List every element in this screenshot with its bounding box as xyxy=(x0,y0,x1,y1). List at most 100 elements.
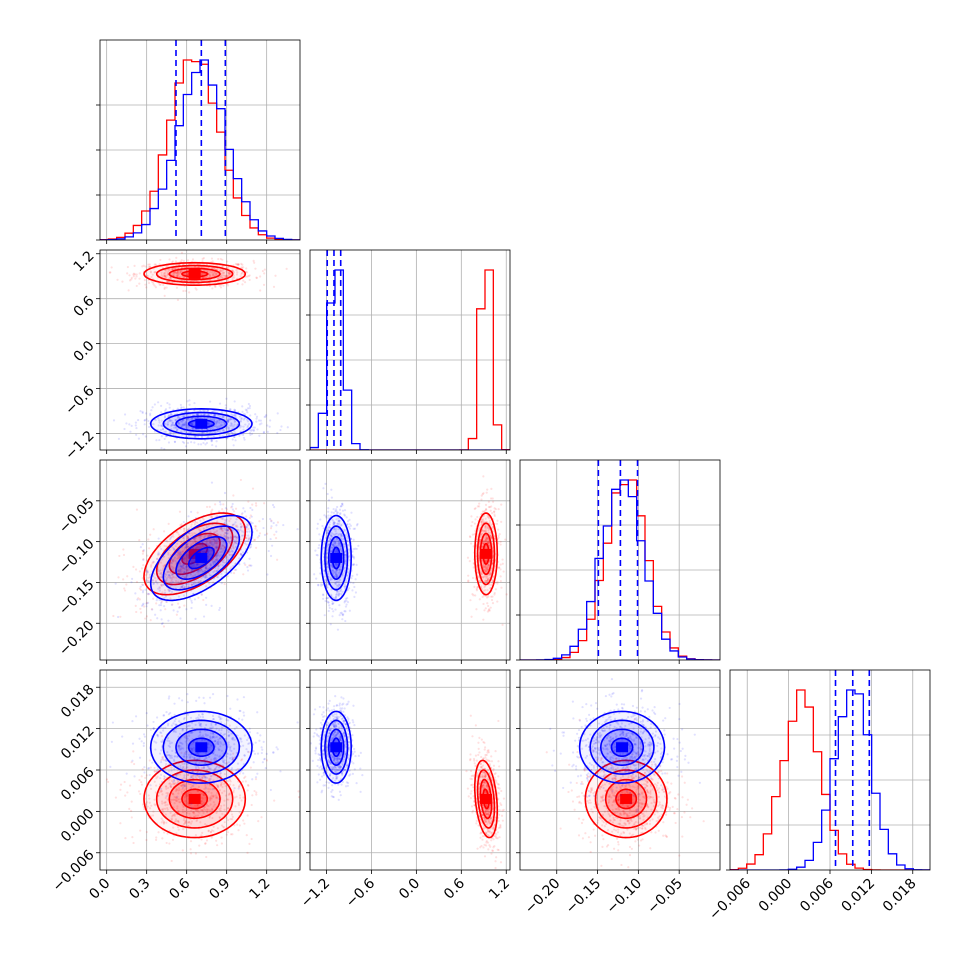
scatter-point xyxy=(249,564,252,567)
scatter-point xyxy=(159,424,162,427)
scatter-point xyxy=(351,589,354,592)
scatter-point xyxy=(242,412,246,416)
scatter-point xyxy=(225,555,228,558)
scatter-point xyxy=(251,794,254,797)
scatter-point xyxy=(140,783,144,786)
scatter-point xyxy=(226,420,229,424)
scatter-point xyxy=(149,412,152,415)
scatter-point xyxy=(177,602,180,605)
scatter-point xyxy=(177,595,181,598)
scatter-point xyxy=(146,569,149,572)
scatter-point xyxy=(199,533,202,536)
scatter-point xyxy=(246,275,249,278)
scatter-point xyxy=(182,550,185,553)
scatter-point xyxy=(223,546,226,549)
scatter-point xyxy=(218,269,221,272)
scatter-point xyxy=(168,419,172,423)
scatter-point xyxy=(221,529,224,532)
scatter-point xyxy=(207,532,211,536)
scatter-point xyxy=(147,601,150,604)
scatter-point xyxy=(247,500,250,503)
scatter-point xyxy=(220,527,223,530)
scatter-point xyxy=(182,423,185,426)
scatter-point xyxy=(237,263,240,266)
scatter-point xyxy=(478,598,481,601)
scatter-point xyxy=(252,428,256,432)
scatter-point xyxy=(228,541,232,545)
scatter-point xyxy=(249,543,253,546)
scatter-point xyxy=(236,542,239,545)
scatter-point xyxy=(216,426,219,429)
scatter-point xyxy=(332,610,335,613)
scatter-point xyxy=(145,774,148,777)
scatter-point xyxy=(183,539,186,542)
scatter-point xyxy=(123,780,126,784)
scatter-point xyxy=(223,519,226,522)
scatter-point xyxy=(122,548,125,551)
scatter-point xyxy=(177,273,180,276)
scatter-point xyxy=(180,570,183,573)
scatter-point xyxy=(218,264,221,267)
scatter-point xyxy=(231,523,234,527)
scatter-point xyxy=(186,272,189,275)
scatter-point xyxy=(171,559,174,562)
scatter-point xyxy=(223,567,227,570)
scatter-point xyxy=(282,523,285,527)
scatter-point xyxy=(202,545,205,548)
scatter-point xyxy=(248,557,251,560)
scatter-point xyxy=(177,533,180,536)
scatter-point xyxy=(241,530,244,533)
scatter-point xyxy=(226,535,229,539)
scatter-point xyxy=(159,572,162,575)
scatter-point xyxy=(244,408,247,411)
scatter-point xyxy=(272,285,276,288)
scatter-point xyxy=(249,545,253,549)
scatter-point xyxy=(184,425,188,428)
scatter-point xyxy=(187,515,190,518)
scatter-point xyxy=(473,507,476,511)
scatter-point xyxy=(193,566,196,569)
scatter-point xyxy=(178,563,182,566)
scatter-point xyxy=(494,508,497,511)
scatter-point xyxy=(171,838,175,841)
scatter-point xyxy=(156,577,160,580)
scatter-point xyxy=(192,560,195,563)
scatter-point xyxy=(200,568,203,571)
scatter-point xyxy=(199,519,202,522)
scatter-point xyxy=(469,599,472,602)
scatter-point xyxy=(243,438,246,441)
scatter-point xyxy=(176,272,179,275)
scatter-point xyxy=(488,609,491,612)
scatter-point xyxy=(215,425,218,428)
scatter-point xyxy=(173,424,176,427)
scatter-point xyxy=(225,520,228,523)
scatter-point xyxy=(182,563,186,566)
scatter-point xyxy=(169,574,172,577)
scatter-point xyxy=(343,509,347,512)
scatter-point xyxy=(174,559,177,562)
scatter-point xyxy=(243,562,246,565)
y-ticks: −0.20−0.15−0.10−0.05 xyxy=(56,495,100,659)
scatter-point xyxy=(153,284,156,287)
scatter-point xyxy=(125,422,128,425)
scatter-point xyxy=(240,262,243,266)
scatter-point xyxy=(230,553,233,556)
scatter-point xyxy=(247,527,250,530)
scatter-point xyxy=(222,558,225,562)
scatter-point xyxy=(188,597,192,600)
scatter-point xyxy=(234,415,237,418)
scatter-point xyxy=(205,574,208,577)
scatter-point xyxy=(130,800,133,803)
scatter-point xyxy=(206,549,209,553)
scatter-point xyxy=(262,430,266,434)
scatter-point xyxy=(198,581,201,584)
scatter-point xyxy=(196,563,199,566)
scatter-point xyxy=(231,539,234,542)
scatter-point xyxy=(179,403,182,407)
scatter-point xyxy=(222,271,226,274)
scatter-point xyxy=(140,780,143,784)
scatter-point xyxy=(255,417,258,420)
scatter-point xyxy=(177,551,180,554)
scatter-point xyxy=(235,535,238,538)
scatter-point xyxy=(247,422,251,426)
